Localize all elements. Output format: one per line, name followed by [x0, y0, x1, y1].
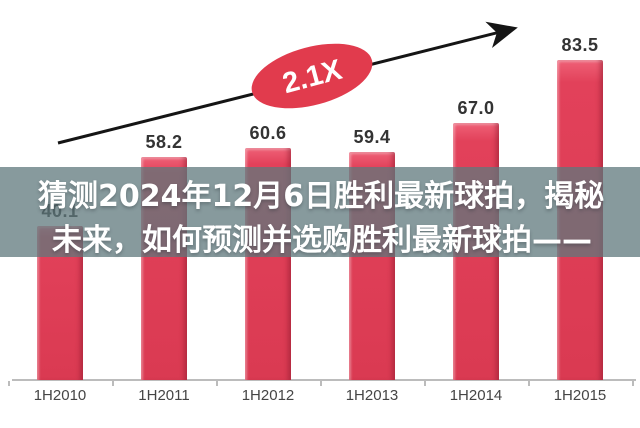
- value-label-1H2014: 67.0: [457, 98, 495, 118]
- axis-label-1H2011: 1H2011: [138, 387, 190, 404]
- axis-label-1H2012: 1H2012: [241, 387, 295, 404]
- headline-overlay: 猜测2024年12月6日胜利最新球拍，揭秘 未来，如何预测并选购胜利最新球拍——: [0, 167, 640, 258]
- value-label-1H2013: 59.4: [353, 127, 391, 147]
- value-label-1H2015: 83.5: [561, 35, 599, 55]
- axis-tick: [216, 381, 218, 386]
- headline-line2: 未来，如何预测并选购胜利最新球拍——: [52, 223, 592, 258]
- headline-line1: 猜测2024年12月6日胜利最新球拍，揭秘: [38, 179, 605, 214]
- value-label-1H2011: 58.2: [145, 132, 183, 152]
- axis-label-1H2015: 1H2015: [553, 387, 607, 404]
- axis-tick: [528, 381, 530, 386]
- axis-tick: [632, 381, 634, 386]
- axis-label-1H2010: 1H2010: [33, 387, 87, 404]
- axis-tick: [424, 381, 426, 386]
- x-axis-line: [12, 379, 636, 381]
- value-label-1H2012: 60.6: [249, 123, 287, 143]
- axis-label-1H2013: 1H2013: [345, 387, 399, 404]
- axis-label-1H2014: 1H2014: [449, 387, 503, 404]
- axis-tick: [8, 381, 10, 386]
- axis-tick: [320, 381, 322, 386]
- axis-tick: [112, 381, 114, 386]
